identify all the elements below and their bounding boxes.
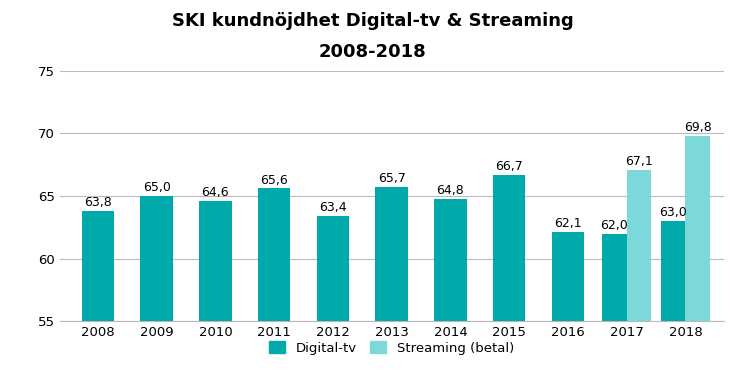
- Text: 65,6: 65,6: [260, 174, 288, 187]
- Bar: [552, 232, 584, 321]
- Bar: [493, 175, 525, 321]
- Text: 63,8: 63,8: [84, 196, 112, 209]
- Text: 64,8: 64,8: [436, 183, 464, 197]
- Bar: [317, 216, 349, 321]
- Bar: [258, 189, 290, 321]
- Bar: [199, 201, 231, 321]
- Bar: [686, 136, 710, 321]
- Text: SKI kundnöjdhet Digital-tv & Streaming: SKI kundnöjdhet Digital-tv & Streaming: [172, 12, 574, 30]
- Bar: [82, 211, 114, 321]
- Legend: Digital-tv, Streaming (betal): Digital-tv, Streaming (betal): [264, 336, 519, 360]
- Text: 62,0: 62,0: [601, 219, 628, 232]
- Bar: [602, 234, 627, 321]
- Text: 63,0: 63,0: [659, 206, 687, 219]
- Text: 69,8: 69,8: [684, 121, 712, 134]
- Bar: [434, 198, 466, 321]
- Text: 62,1: 62,1: [554, 218, 582, 230]
- Bar: [140, 196, 173, 321]
- Text: 64,6: 64,6: [201, 186, 229, 199]
- Text: 65,7: 65,7: [377, 172, 406, 185]
- Text: 65,0: 65,0: [142, 181, 171, 194]
- Bar: [627, 170, 651, 321]
- Bar: [375, 187, 408, 321]
- Text: 2008-2018: 2008-2018: [319, 43, 427, 61]
- Bar: [661, 221, 686, 321]
- Text: 63,4: 63,4: [319, 201, 347, 214]
- Text: 66,7: 66,7: [495, 160, 523, 173]
- Text: 67,1: 67,1: [625, 155, 653, 168]
